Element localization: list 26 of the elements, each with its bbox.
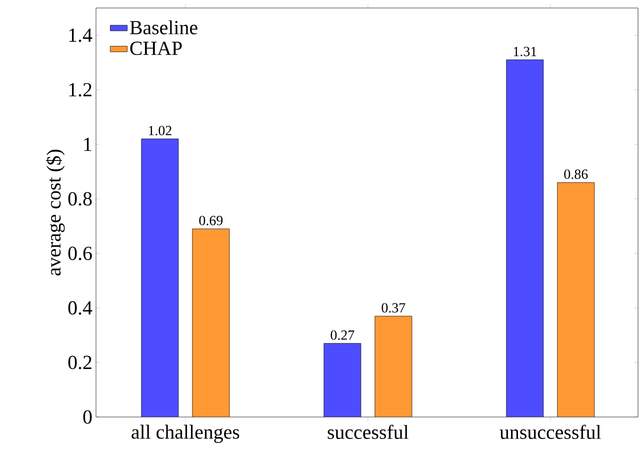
data-label: 1.31: [514, 46, 536, 56]
y-tick-label: 0.4: [68, 301, 92, 315]
x-tick-label: all challenges: [132, 424, 240, 443]
bar: [557, 182, 595, 417]
y-axis-title: average cost ($): [46, 150, 65, 276]
y-tick-label: 0.2: [68, 356, 92, 370]
y-tick-label: 0: [83, 410, 92, 424]
y-tick-label: 1.2: [69, 83, 92, 97]
x-tick-label: successful: [328, 424, 408, 439]
bar: [141, 138, 179, 417]
data-label: 0.37: [382, 303, 406, 313]
legend-label: CHAP: [130, 42, 182, 56]
bar: [374, 316, 412, 417]
data-label: 1.02: [148, 126, 172, 136]
legend-label: Baseline: [130, 20, 198, 34]
x-tick-label: unsuccessful: [500, 424, 601, 439]
data-label: 0.86: [564, 170, 588, 179]
data-label: 0.27: [330, 330, 354, 340]
y-tick-label: 0.8: [68, 192, 92, 206]
bar: [324, 343, 362, 417]
bar: [192, 228, 230, 417]
bar: [506, 60, 544, 417]
y-tick-label: 0.6: [68, 246, 92, 260]
y-tick-label: 1.4: [69, 28, 92, 42]
data-label: 0.69: [199, 216, 223, 226]
y-tick-label: 1: [84, 138, 92, 151]
